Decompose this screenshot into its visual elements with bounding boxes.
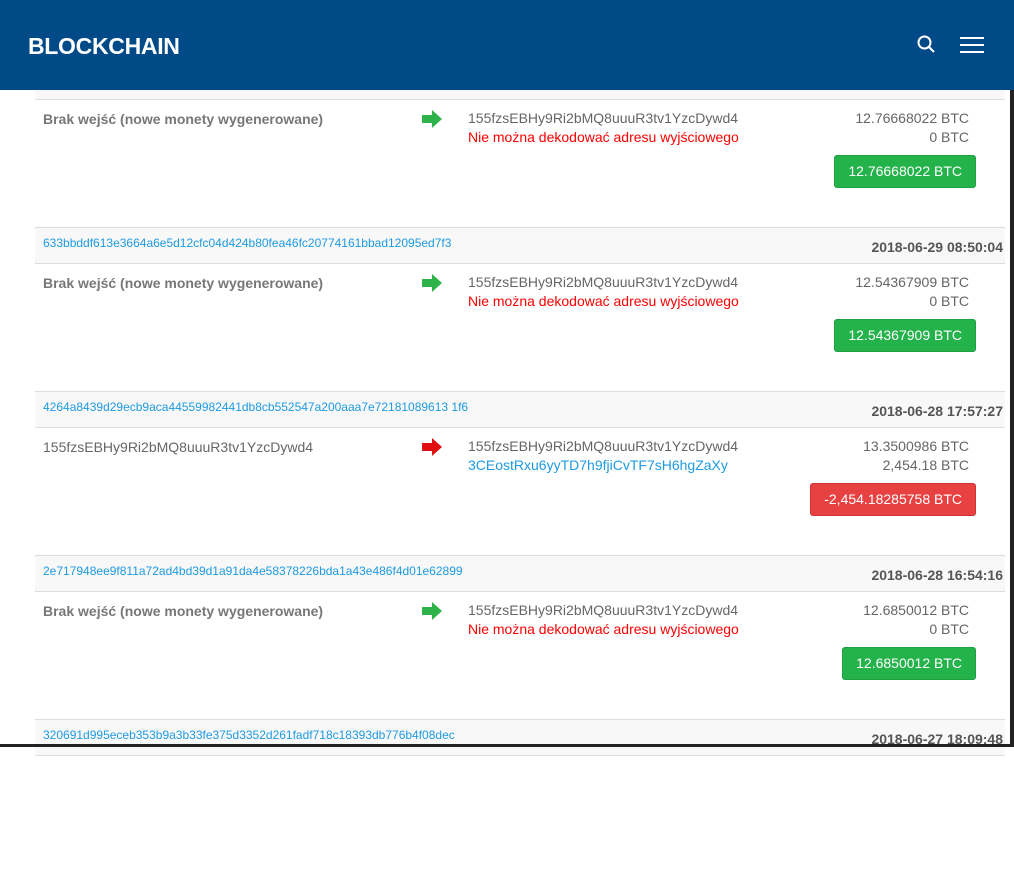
transaction-date: 2018-06-28 16:54:16 bbox=[871, 566, 1003, 583]
transaction-body: Brak wejść (nowe monety wygenerowane) 15… bbox=[35, 264, 1005, 391]
output-amounts: 12.6850012 BTC 0 BTC bbox=[863, 601, 969, 639]
transaction-hash-link[interactable]: 2e717948ee9f811a72ad4bd39d1a91da4e583782… bbox=[43, 563, 463, 578]
output-amount: 0 BTC bbox=[929, 129, 969, 145]
red-arrow-icon bbox=[422, 438, 442, 456]
transaction-outputs: 155fzsEBHy9Ri2bMQ8uuuR3tv1YzcDywd4 Nie mo… bbox=[468, 109, 739, 147]
search-icon[interactable] bbox=[917, 35, 935, 53]
output-address[interactable]: 3CEostRxu6yyTD7h9fjiCvTF7sH6hgZaXy bbox=[468, 457, 728, 473]
transaction-header: 320691d995eceb353b9a3b33fe375d3352d261fa… bbox=[35, 719, 1005, 756]
transaction-header: 4264a8439d29ecb9aca44559982441db8cb55254… bbox=[35, 391, 1005, 428]
window-edge bbox=[1010, 90, 1014, 747]
transaction-input[interactable]: 155fzsEBHy9Ri2bMQ8uuuR3tv1YzcDywd4 bbox=[43, 439, 314, 455]
green-arrow-icon bbox=[422, 274, 442, 292]
output-error: Nie można dekodować adresu wyjściowego bbox=[468, 293, 739, 309]
transaction-date: 2018-06-28 17:57:27 bbox=[871, 402, 1003, 419]
output-address[interactable]: 155fzsEBHy9Ri2bMQ8uuuR3tv1YzcDywd4 bbox=[468, 438, 739, 454]
transaction-body: Brak wejść (nowe monety wygenerowane) 15… bbox=[35, 592, 1005, 719]
output-amount: 13.3500986 BTC bbox=[863, 438, 969, 454]
output-amount: 2,454.18 BTC bbox=[882, 457, 969, 473]
transaction-outputs: 155fzsEBHy9Ri2bMQ8uuuR3tv1YzcDywd4 Nie mo… bbox=[468, 601, 739, 639]
output-amount: 0 BTC bbox=[929, 293, 969, 309]
transaction: 633bbddf613e3664a6e5d12cfc04d424b80fea46… bbox=[35, 227, 1005, 391]
total-amount-badge[interactable]: 12.6850012 BTC bbox=[842, 647, 976, 680]
transaction-input: Brak wejść (nowe monety wygenerowane) bbox=[43, 275, 324, 291]
transaction-outputs: 155fzsEBHy9Ri2bMQ8uuuR3tv1YzcDywd4 Nie mo… bbox=[468, 273, 739, 311]
transaction: 4264a8439d29ecb9aca44559982441db8cb55254… bbox=[35, 391, 1005, 555]
output-amount: 12.54367909 BTC bbox=[855, 274, 969, 290]
output-error: Nie można dekodować adresu wyjściowego bbox=[468, 129, 739, 145]
transaction-input: Brak wejść (nowe monety wygenerowane) bbox=[43, 111, 324, 127]
output-amounts: 12.54367909 BTC 0 BTC bbox=[855, 273, 969, 311]
output-address[interactable]: 155fzsEBHy9Ri2bMQ8uuuR3tv1YzcDywd4 bbox=[468, 110, 739, 126]
output-address[interactable]: 155fzsEBHy9Ri2bMQ8uuuR3tv1YzcDywd4 bbox=[468, 274, 739, 290]
transaction-body: Brak wejść (nowe monety wygenerowane) 15… bbox=[35, 100, 1005, 227]
total-amount-badge[interactable]: 12.54367909 BTC bbox=[834, 319, 976, 352]
output-amount: 12.76668022 BTC bbox=[855, 110, 969, 126]
transaction-header: 633bbddf613e3664a6e5d12cfc04d424b80fea46… bbox=[35, 227, 1005, 264]
transaction: 2e717948ee9f811a72ad4bd39d1a91da4e583782… bbox=[35, 555, 1005, 719]
transaction-hash-link[interactable]: 633bbddf613e3664a6e5d12cfc04d424b80fea46… bbox=[43, 235, 452, 250]
transaction-date: 2018-06-27 18:09:48 bbox=[871, 730, 1003, 747]
green-arrow-icon bbox=[422, 110, 442, 128]
transaction-hash-link[interactable]: 320691d995eceb353b9a3b33fe375d3352d261fa… bbox=[43, 727, 455, 742]
transaction-date: 2018-06-29 08:50:04 bbox=[871, 238, 1003, 255]
output-address[interactable]: 155fzsEBHy9Ri2bMQ8uuuR3tv1YzcDywd4 bbox=[468, 602, 739, 618]
total-amount-badge[interactable]: 12.76668022 BTC bbox=[834, 155, 976, 188]
transaction-header: 2e717948ee9f811a72ad4bd39d1a91da4e583782… bbox=[35, 555, 1005, 592]
output-amount: 12.6850012 BTC bbox=[863, 602, 969, 618]
output-error: Nie można dekodować adresu wyjściowego bbox=[468, 621, 739, 637]
green-arrow-icon bbox=[422, 602, 442, 620]
navbar: BLOCKCHAIN bbox=[0, 0, 1014, 90]
blockchain-logo[interactable]: BLOCKCHAIN bbox=[28, 33, 180, 59]
hamburger-menu-icon[interactable] bbox=[960, 37, 984, 53]
output-amounts: 12.76668022 BTC 0 BTC bbox=[855, 109, 969, 147]
transaction-body: 155fzsEBHy9Ri2bMQ8uuuR3tv1YzcDywd4 155fz… bbox=[35, 428, 1005, 555]
transaction-list: Brak wejść (nowe monety wygenerowane) 15… bbox=[35, 63, 1005, 883]
total-amount-badge[interactable]: -2,454.18285758 BTC bbox=[810, 483, 976, 516]
window-bottom-edge bbox=[0, 744, 1014, 747]
output-amounts: 13.3500986 BTC 2,454.18 BTC bbox=[863, 437, 969, 475]
output-amount: 0 BTC bbox=[929, 621, 969, 637]
transaction-outputs: 155fzsEBHy9Ri2bMQ8uuuR3tv1YzcDywd4 3CEost… bbox=[468, 437, 738, 475]
transaction-input: Brak wejść (nowe monety wygenerowane) bbox=[43, 603, 324, 619]
transaction-hash-link[interactable]: 4264a8439d29ecb9aca44559982441db8cb55254… bbox=[43, 399, 469, 414]
